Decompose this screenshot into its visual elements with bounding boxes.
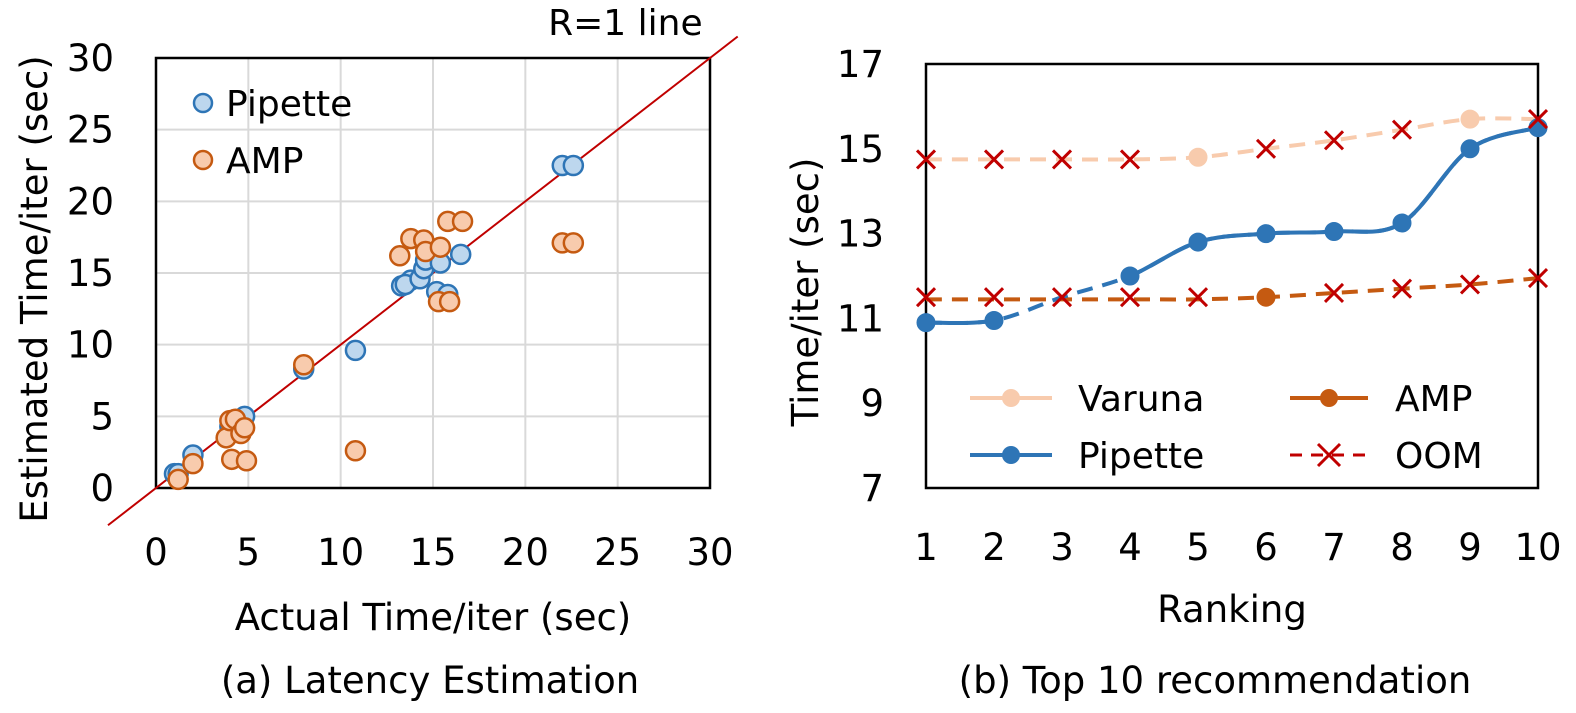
chart-a-scatter: R=1 line 0 5 10 15 20 25 30 0 5 10 15 20 25 30 Actua… bbox=[13, 3, 738, 702]
x-tick-label: 9 bbox=[1458, 526, 1482, 569]
pipette-line bbox=[926, 128, 1538, 323]
x-tick-label: 5 bbox=[237, 531, 261, 574]
amp-point bbox=[1257, 288, 1275, 306]
pipette-point bbox=[1121, 267, 1139, 285]
chart-a-x-tick-labels: 0 5 10 15 20 25 30 bbox=[144, 531, 733, 574]
r1-line-label: R=1 line bbox=[548, 3, 703, 44]
pipette-point bbox=[1529, 119, 1547, 137]
x-tick-label: 15 bbox=[409, 531, 456, 574]
oom-point bbox=[1121, 288, 1139, 306]
pipette-line-segment bbox=[1266, 231, 1334, 233]
chart-b-y-axis-label: Time/iter (sec) bbox=[784, 158, 827, 428]
chart-b-caption: (b) Top 10 recommendation bbox=[959, 659, 1472, 702]
x-tick-label: 3 bbox=[1050, 526, 1074, 569]
chart-a-y-axis-label: Estimated Time/iter (sec) bbox=[13, 55, 56, 522]
y-tick-label: 20 bbox=[67, 180, 114, 223]
pipette-line-segment bbox=[1130, 242, 1198, 276]
chart-b-legend: Varuna Pipette AMP OOM bbox=[970, 379, 1483, 477]
amp-point bbox=[564, 233, 583, 252]
pipette-point bbox=[1461, 140, 1479, 158]
pipette-line-segment bbox=[926, 321, 994, 324]
amp-line bbox=[926, 278, 1538, 299]
pipette-point bbox=[1325, 222, 1343, 240]
y-tick-label: 0 bbox=[90, 467, 114, 510]
legend-label-amp: AMP bbox=[1395, 379, 1472, 420]
x-tick-label: 4 bbox=[1118, 526, 1142, 569]
chart-b-plot-frame bbox=[926, 64, 1538, 488]
chart-b-y-tick-labels: 7 9 11 13 15 17 bbox=[837, 43, 884, 510]
pipette-point bbox=[1257, 225, 1275, 243]
amp-point bbox=[237, 451, 256, 470]
amp-point bbox=[453, 212, 472, 231]
oom-point bbox=[1053, 288, 1071, 306]
x-tick-label: 5 bbox=[1186, 526, 1210, 569]
x-tick-label: 10 bbox=[317, 531, 364, 574]
legend-marker-amp bbox=[194, 151, 212, 169]
amp-point bbox=[390, 246, 409, 265]
x-tick-label: 20 bbox=[502, 531, 549, 574]
y-tick-label: 13 bbox=[837, 213, 884, 256]
pipette-line-segment bbox=[1198, 234, 1266, 242]
pipette-line-segment bbox=[1470, 128, 1538, 149]
x-tick-label: 30 bbox=[686, 531, 733, 574]
legend-marker-amp bbox=[1320, 389, 1338, 407]
x-tick-label: 2 bbox=[982, 526, 1006, 569]
y-tick-label: 7 bbox=[860, 467, 884, 510]
legend-marker-pipette bbox=[1002, 446, 1020, 464]
legend-label-pipette: Pipette bbox=[1078, 436, 1204, 477]
pipette-line-segment bbox=[1402, 149, 1470, 223]
y-tick-label: 15 bbox=[67, 252, 114, 295]
pipette-point bbox=[985, 312, 1003, 330]
varuna-point bbox=[1189, 148, 1207, 166]
y-tick-label: 9 bbox=[860, 382, 884, 425]
y-tick-label: 30 bbox=[67, 37, 114, 80]
x-tick-label: 25 bbox=[594, 531, 641, 574]
chart-b-x-axis-label: Ranking bbox=[1157, 588, 1307, 631]
x-tick-label: 8 bbox=[1390, 526, 1414, 569]
chart-a-x-axis-label: Actual Time/iter (sec) bbox=[235, 596, 631, 639]
amp-point bbox=[346, 441, 365, 460]
pipette-point bbox=[1189, 233, 1207, 251]
varuna-point bbox=[1461, 110, 1479, 128]
pipette-point bbox=[917, 314, 935, 332]
oom-point bbox=[1189, 288, 1207, 306]
legend-label-pipette: Pipette bbox=[226, 84, 352, 125]
legend-label-amp: AMP bbox=[226, 141, 303, 182]
legend-marker-pipette bbox=[194, 94, 212, 112]
y-tick-label: 17 bbox=[837, 43, 884, 86]
pipette-point bbox=[346, 341, 365, 360]
amp-point bbox=[169, 470, 188, 489]
chart-a-caption: (a) Latency Estimation bbox=[221, 659, 639, 702]
varuna-line bbox=[926, 118, 1538, 159]
x-tick-label: 7 bbox=[1322, 526, 1346, 569]
amp-point bbox=[235, 418, 254, 437]
amp-point bbox=[183, 454, 202, 473]
amp-point bbox=[431, 238, 450, 257]
pipette-point bbox=[451, 245, 470, 264]
oom-point bbox=[985, 288, 1003, 306]
x-tick-label: 0 bbox=[144, 531, 168, 574]
x-tick-label: 1 bbox=[914, 526, 938, 569]
chart-b-line: 1 2 3 4 5 6 7 8 9 10 7 9 11 13 15 17 Ranking Time/iter… bbox=[784, 43, 1562, 702]
pipette-point bbox=[1393, 214, 1411, 232]
legend-label-varuna: Varuna bbox=[1078, 379, 1204, 420]
y-tick-label: 5 bbox=[90, 395, 114, 438]
chart-a-y-tick-labels: 0 5 10 15 20 25 30 bbox=[67, 37, 114, 510]
amp-point bbox=[440, 292, 459, 311]
chart-b-x-tick-labels: 1 2 3 4 5 6 7 8 9 10 bbox=[914, 526, 1561, 569]
legend-marker-varuna bbox=[1002, 389, 1020, 407]
y-tick-label: 15 bbox=[837, 128, 884, 171]
chart-b-series-lines bbox=[926, 118, 1538, 323]
y-tick-label: 25 bbox=[67, 109, 114, 152]
pipette-line-segment bbox=[1334, 223, 1402, 232]
amp-point bbox=[294, 355, 313, 374]
pipette-point bbox=[564, 156, 583, 175]
y-tick-label: 10 bbox=[67, 324, 114, 367]
x-tick-label: 6 bbox=[1254, 526, 1278, 569]
x-tick-label: 10 bbox=[1514, 526, 1561, 569]
chart-a-legend: Pipette AMP bbox=[194, 84, 352, 182]
y-tick-label: 11 bbox=[837, 297, 884, 340]
legend-label-oom: OOM bbox=[1395, 436, 1483, 477]
